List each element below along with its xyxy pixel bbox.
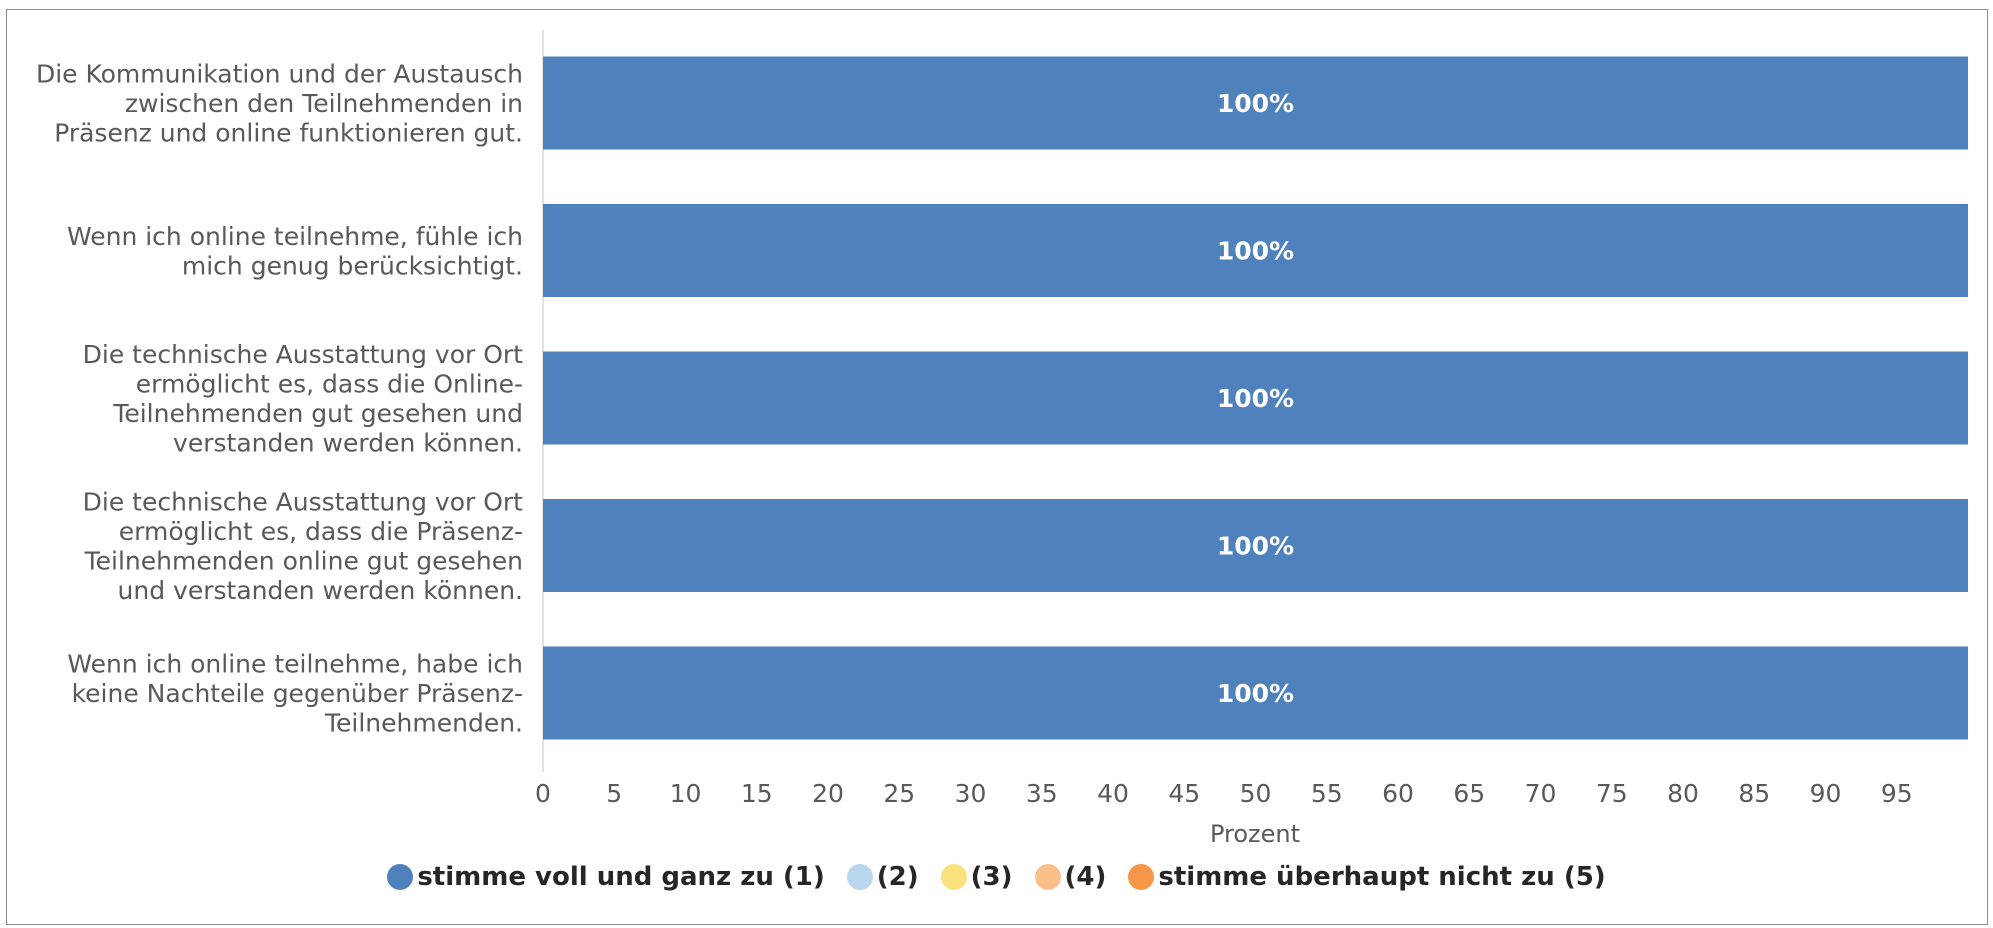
legend-label-1: stimme voll und ganz zu (1)	[417, 862, 825, 892]
x-tick-label-90: 90	[1810, 779, 1842, 808]
x-tick-label-85: 85	[1738, 779, 1770, 808]
bar-2-series-1	[543, 204, 1968, 297]
x-tick-label-65: 65	[1453, 779, 1485, 808]
bar-data-label-1: 100%	[1217, 89, 1294, 118]
category-label-3-line-1: Die technische Ausstattung vor Ort	[83, 340, 524, 369]
x-axis-title: Prozent	[1210, 820, 1300, 848]
legend-item-3: (3)	[940, 862, 1013, 892]
category-label-group: Die Kommunikation und der Austausch zwisc…	[36, 60, 523, 738]
x-tick-label-5: 5	[606, 779, 622, 808]
bar-data-label-4: 100%	[1217, 532, 1294, 561]
category-label-5-line-1: Wenn ich online teilnehme, habe ich	[67, 650, 523, 679]
legend-label-3: (3)	[970, 862, 1013, 892]
x-tick-label-50: 50	[1240, 779, 1272, 808]
category-label-3-line-4: verstanden werden können.	[173, 428, 523, 457]
legend-label-2: (2)	[876, 862, 919, 892]
x-tick-label-70: 70	[1525, 779, 1557, 808]
x-tick-label-15: 15	[741, 779, 773, 808]
x-tick-label-0: 0	[535, 779, 551, 808]
category-label-1: Die Kommunikation und der Austausch zwisc…	[36, 60, 523, 148]
category-label-2-line-1: Wenn ich online teilnehme, fühle ich	[67, 222, 523, 251]
x-tick-group: 0 5 10 15 20 25 30 35 40 45 50 55 60 65 70 75 80 85 90 95	[535, 779, 1913, 808]
bar-4-series-1	[543, 499, 1968, 592]
x-tick-label-35: 35	[1026, 779, 1058, 808]
legend-item-2: (2)	[846, 862, 919, 892]
category-label-4-line-1: Die technische Ausstattung vor Ort	[83, 487, 524, 516]
x-tick-label-40: 40	[1097, 779, 1129, 808]
bar-data-label-2: 100%	[1217, 237, 1294, 266]
chart-frame	[6, 9, 1988, 925]
legend: stimme voll und ganz zu (1) (2) (3) (4) stim…	[0, 862, 1993, 892]
category-label-3-line-2: ermöglicht es, dass die Online-	[136, 369, 523, 398]
bar-data-label-5: 100%	[1217, 679, 1294, 708]
category-label-1-line-2: zwischen den Teilnehmenden in	[125, 89, 523, 118]
x-tick-label-75: 75	[1596, 779, 1628, 808]
x-tick-label-60: 60	[1382, 779, 1414, 808]
category-label-3: Die technische Ausstattung vor Ort ermögl…	[83, 340, 524, 458]
category-label-2: Wenn ich online teilnehme, fühle ich mich…	[67, 222, 523, 281]
x-tick-label-95: 95	[1881, 779, 1913, 808]
x-tick-label-25: 25	[883, 779, 915, 808]
x-tick-label-80: 80	[1667, 779, 1699, 808]
category-label-2-line-2: mich genug berücksichtigt.	[182, 251, 523, 280]
category-label-1-line-1: Die Kommunikation und der Austausch	[36, 60, 523, 89]
legend-item-4: (4)	[1034, 862, 1107, 892]
bar-group	[543, 56, 1968, 740]
legend-swatch-5	[1128, 864, 1155, 890]
x-tick-label-30: 30	[955, 779, 987, 808]
legend-swatch-2	[846, 864, 873, 890]
legend-item-5: stimme überhaupt nicht zu (5)	[1128, 862, 1606, 892]
category-label-4-line-2: ermöglicht es, dass die Präsenz-	[119, 517, 523, 546]
x-tick-label-10: 10	[670, 779, 702, 808]
legend-swatch-4	[1034, 864, 1061, 890]
legend-item-1: stimme voll und ganz zu (1)	[387, 862, 825, 892]
bar-1-series-1	[543, 56, 1968, 150]
bar-5-series-1	[543, 646, 1968, 740]
bar-data-label-3: 100%	[1217, 384, 1294, 413]
bar-3-series-1	[543, 351, 1968, 445]
data-label-group: 100% 100% 100% 100% 100%	[1217, 89, 1294, 708]
category-label-5-line-3: Teilnehmenden.	[324, 709, 523, 738]
category-label-1-line-3: Präsenz und online funktionieren gut.	[54, 119, 523, 148]
legend-swatch-1	[387, 864, 414, 890]
legend-label-5: stimme überhaupt nicht zu (5)	[1158, 862, 1606, 892]
x-tick-label-45: 45	[1168, 779, 1200, 808]
legend-label-4: (4)	[1064, 862, 1107, 892]
legend-swatch-3	[940, 864, 967, 890]
category-label-5-line-2: keine Nachteile gegenüber Präsenz-	[72, 679, 523, 708]
category-label-4: Die technische Ausstattung vor Ort ermögl…	[83, 487, 524, 605]
category-label-4-line-3: Teilnehmenden online gut gesehen	[84, 546, 523, 575]
category-label-3-line-3: Teilnehmenden gut gesehen und	[112, 399, 523, 428]
category-label-5: Wenn ich online teilnehme, habe ich keine…	[67, 650, 523, 738]
stacked-bar-chart: 100% 100% 100% 100% 100% Die Kommunikation u…	[36, 30, 1968, 848]
x-tick-label-55: 55	[1311, 779, 1343, 808]
x-tick-label-20: 20	[812, 779, 844, 808]
category-label-4-line-4: und verstanden werden können.	[118, 576, 523, 605]
